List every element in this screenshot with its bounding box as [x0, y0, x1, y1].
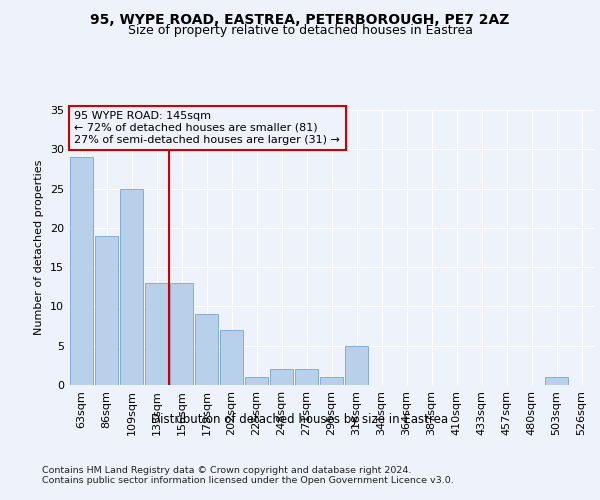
Bar: [70, 157, 93, 385]
Bar: [95, 236, 118, 385]
Text: 95, WYPE ROAD, EASTREA, PETERBOROUGH, PE7 2AZ: 95, WYPE ROAD, EASTREA, PETERBOROUGH, PE…: [91, 12, 509, 26]
Bar: [270, 370, 293, 385]
Bar: [170, 283, 193, 385]
Bar: [345, 346, 368, 385]
Bar: [320, 377, 343, 385]
Bar: [220, 330, 243, 385]
Y-axis label: Number of detached properties: Number of detached properties: [34, 160, 44, 335]
Bar: [195, 314, 218, 385]
Bar: [245, 377, 268, 385]
Text: Distribution of detached houses by size in Eastrea: Distribution of detached houses by size …: [151, 412, 449, 426]
Bar: [545, 377, 568, 385]
Bar: [295, 370, 318, 385]
Bar: [120, 188, 143, 385]
Text: Contains public sector information licensed under the Open Government Licence v3: Contains public sector information licen…: [42, 476, 454, 485]
Text: 95 WYPE ROAD: 145sqm
← 72% of detached houses are smaller (81)
27% of semi-detac: 95 WYPE ROAD: 145sqm ← 72% of detached h…: [74, 112, 340, 144]
Bar: [145, 283, 168, 385]
Text: Size of property relative to detached houses in Eastrea: Size of property relative to detached ho…: [128, 24, 473, 37]
Text: Contains HM Land Registry data © Crown copyright and database right 2024.: Contains HM Land Registry data © Crown c…: [42, 466, 412, 475]
